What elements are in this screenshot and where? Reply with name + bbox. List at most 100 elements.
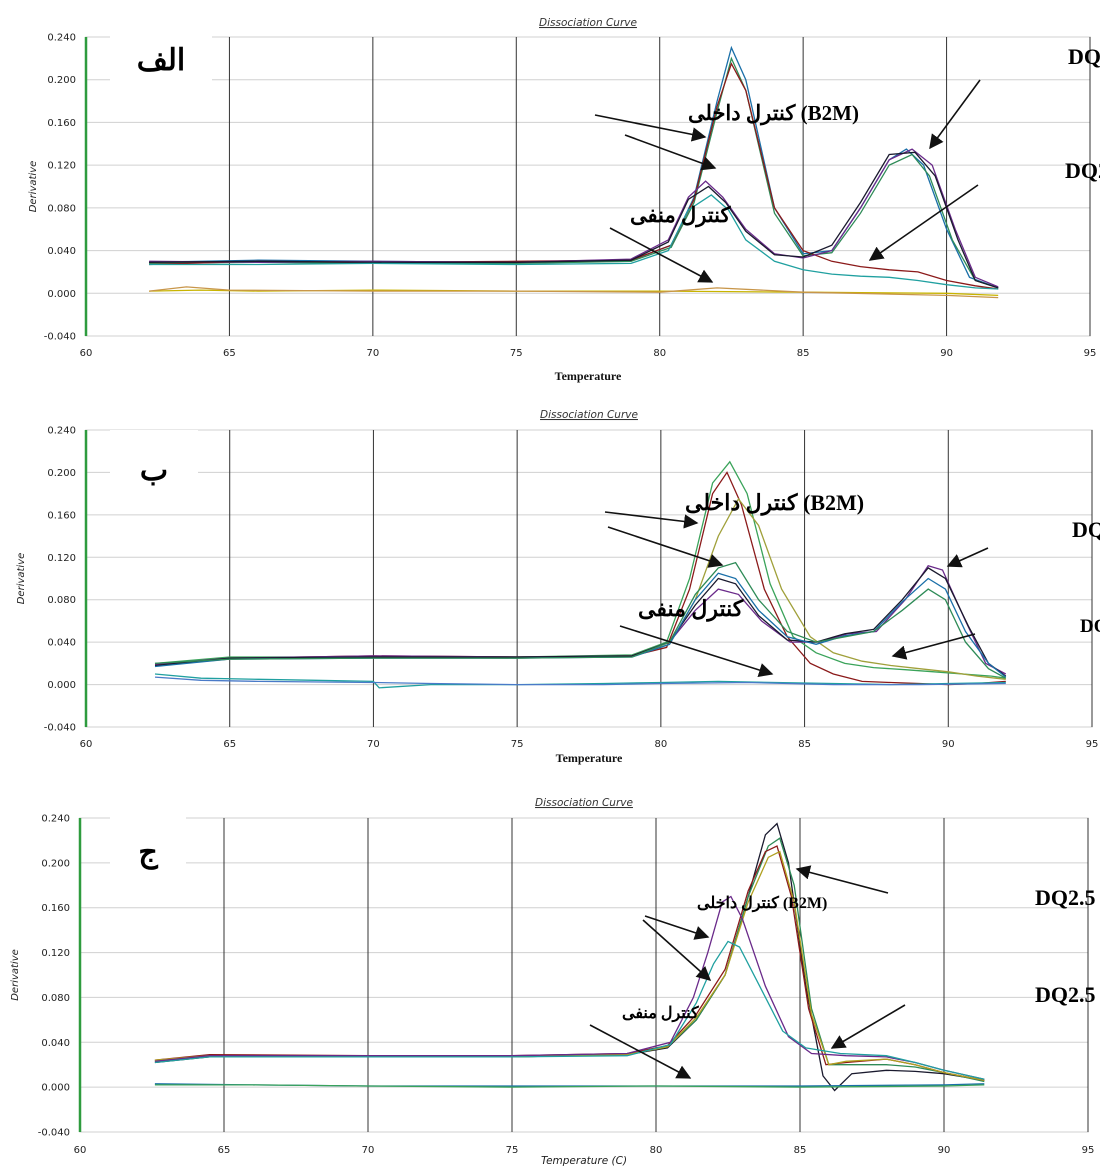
annotation-label: منفی DQ2 — [1065, 158, 1100, 183]
panel-letter: الف — [137, 43, 186, 78]
annotation-label: مثبت DQ2 — [1068, 44, 1100, 69]
annotation-arrow — [589, 1024, 692, 1079]
annotation-arrow — [594, 114, 707, 142]
y-tick-label: 0.240 — [41, 814, 70, 825]
panel-letter-box — [110, 430, 198, 514]
y-tick-label: 0.080 — [47, 203, 76, 214]
panel-letter: ج — [138, 835, 158, 870]
x-tick-label: 60 — [74, 1145, 87, 1156]
series-line-7 — [154, 561, 1007, 679]
panel-letter-box — [110, 14, 212, 84]
y-axis-label: Derivative — [28, 161, 39, 213]
x-tick-label: 85 — [797, 348, 810, 359]
y-tick-label: -0.040 — [38, 1128, 70, 1139]
annotation-label: کنترل منفی — [638, 596, 744, 622]
panel-letter: ب — [140, 453, 168, 488]
annotation-label: کنترل منفی — [630, 203, 731, 228]
x-tick-label: 90 — [938, 1145, 951, 1156]
x-tick-label: 70 — [366, 348, 379, 359]
y-tick-label: 0.240 — [47, 33, 76, 44]
y-tick-label: 0.040 — [47, 638, 76, 649]
x-tick-label: 95 — [1082, 1145, 1095, 1156]
series-line-6 — [154, 940, 985, 1080]
y-tick-label: -0.040 — [44, 332, 76, 343]
panel-letter-box — [110, 790, 186, 880]
chart-title: Dissociation Curve — [539, 17, 637, 29]
series-line-6 — [149, 194, 999, 290]
annotation-arrow — [929, 79, 981, 150]
annotation-label: (B2M) کنترل داخلی — [685, 490, 864, 516]
series-line-5 — [154, 567, 1007, 677]
y-tick-label: 0.160 — [47, 510, 76, 521]
plot-area — [85, 36, 1091, 337]
annotation-arrow — [607, 526, 724, 568]
annotation-arrow — [644, 915, 710, 940]
annotation-arrow — [624, 134, 717, 171]
annotation-arrow — [642, 919, 712, 981]
series-line-5 — [154, 895, 985, 1080]
series-line-8 — [149, 286, 999, 299]
annotation-arrow — [946, 547, 989, 568]
chart-title: Dissociation Curve — [535, 797, 633, 809]
annotation-label: منفی DQ2.5 — [1035, 982, 1100, 1007]
x-axis-label: Temperature — [556, 751, 623, 765]
series-line-8 — [154, 1084, 985, 1088]
annotation-arrow — [830, 1004, 906, 1049]
annotation-label: (B2M) کنترل داخلی — [688, 101, 859, 126]
annotation-arrow — [891, 633, 976, 660]
y-tick-label: 0.240 — [47, 426, 76, 437]
annotation-arrow — [619, 625, 774, 677]
chart-panel-1: 0.240 0.200 0.160 0.120 0.080 0.040 0.000 -0.04… — [28, 14, 1100, 383]
y-tick-label: 0.080 — [41, 993, 70, 1004]
x-tick-label: 85 — [798, 739, 811, 750]
y-tick-label: 0.120 — [47, 553, 76, 564]
annotation-arrow — [868, 184, 979, 261]
x-tick-label: 65 — [218, 1145, 231, 1156]
x-tick-label: 75 — [506, 1145, 519, 1156]
y-tick-label: 0.000 — [47, 289, 76, 300]
y-tick-label: 0.200 — [41, 858, 70, 869]
x-tick-label: 75 — [510, 348, 523, 359]
y-tick-label: 0.120 — [41, 948, 70, 959]
x-tick-label: 90 — [940, 348, 953, 359]
annotation-label: کنترل منفی — [622, 1005, 699, 1023]
chart-panel-2: 0.240 0.200 0.160 0.120 0.080 0.040 0.000 -0.04… — [16, 409, 1100, 765]
annotation-arrow — [604, 511, 699, 529]
x-tick-label: 95 — [1086, 739, 1099, 750]
x-tick-label: 75 — [511, 739, 524, 750]
x-tick-label: 90 — [942, 739, 955, 750]
y-tick-label: 0.120 — [47, 161, 76, 172]
chart-title: Dissociation Curve — [540, 409, 638, 421]
y-tick-label: 0.160 — [47, 118, 76, 129]
y-tick-label: 0.200 — [47, 468, 76, 479]
x-tick-label: 95 — [1084, 348, 1097, 359]
x-axis-label: Temperature — [555, 369, 622, 383]
annotation-arrow — [609, 227, 714, 283]
annotation-label: (B2M) کنترل داخلی — [697, 895, 827, 913]
y-tick-label: 0.160 — [41, 903, 70, 914]
annotation-label: مثبت DQ8 — [1072, 517, 1100, 542]
y-tick-label: 0.040 — [47, 246, 76, 257]
x-tick-label: 80 — [654, 739, 667, 750]
series-line-5 — [149, 151, 999, 289]
x-tick-label: 65 — [223, 739, 236, 750]
x-tick-label: 60 — [80, 739, 93, 750]
y-tick-label: 0.000 — [47, 680, 76, 691]
series-line-3 — [149, 62, 999, 290]
y-tick-label: 0.000 — [41, 1083, 70, 1094]
series-line-9 — [154, 676, 1006, 686]
x-tick-label: 80 — [653, 348, 666, 359]
y-tick-label: 0.200 — [47, 75, 76, 86]
y-axis-label: Derivative — [10, 949, 21, 1001]
x-axis-label: Temperature (C) — [541, 1155, 627, 1167]
x-tick-label: 85 — [794, 1145, 807, 1156]
chart-panel-3: 0.240 0.200 0.160 0.120 0.080 0.040 0.000 -0.04… — [10, 790, 1100, 1167]
x-tick-label: 60 — [80, 348, 93, 359]
annotation-label: مثبت DQ2.5 — [1035, 885, 1100, 910]
annotation-arrow — [795, 865, 889, 894]
y-tick-label: 0.080 — [47, 595, 76, 606]
x-tick-label: 70 — [362, 1145, 375, 1156]
plot-area — [85, 429, 1093, 728]
x-tick-label: 80 — [650, 1145, 663, 1156]
